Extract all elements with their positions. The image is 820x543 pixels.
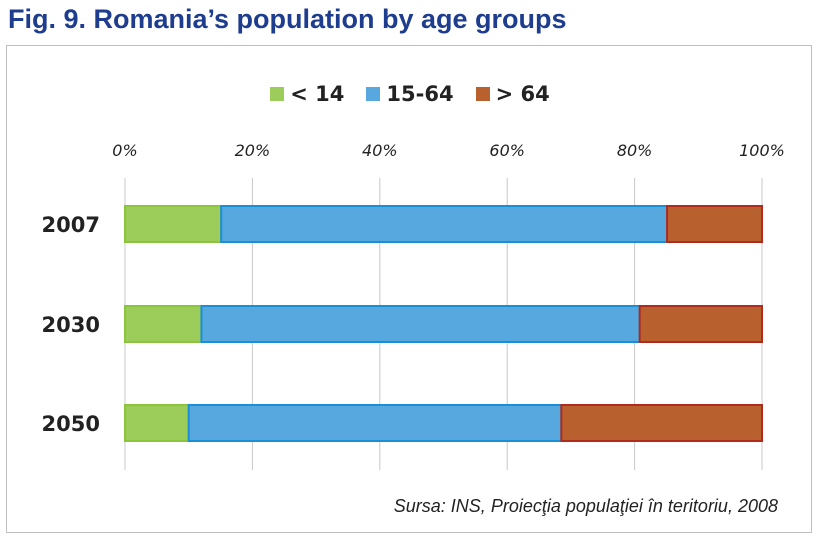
bar-segment bbox=[187, 404, 563, 442]
y-category-label: 2030 bbox=[42, 313, 100, 337]
legend-swatch bbox=[475, 87, 490, 101]
x-tick-label: 40% bbox=[362, 141, 398, 160]
x-tick-label: 100% bbox=[739, 141, 785, 160]
chart-title: Fig. 9. Romania’s population by age grou… bbox=[8, 4, 567, 34]
legend-label: < 14 bbox=[290, 82, 345, 106]
bar-segment bbox=[200, 305, 641, 343]
x-tick-label: 0% bbox=[112, 141, 137, 160]
legend-swatch bbox=[366, 87, 381, 101]
legend-item: 15-64 bbox=[366, 82, 454, 106]
bar-segment bbox=[124, 404, 190, 442]
x-tick-label: 80% bbox=[617, 141, 653, 160]
legend-label: > 64 bbox=[495, 82, 550, 106]
x-tick-label: 20% bbox=[235, 141, 271, 160]
bar-segment bbox=[220, 205, 669, 243]
bar-segment bbox=[124, 205, 223, 243]
chart-frame bbox=[6, 45, 812, 533]
bar-segment bbox=[124, 305, 203, 343]
y-category-label: 2007 bbox=[42, 213, 100, 237]
bar-segment bbox=[638, 305, 763, 343]
bar-segment bbox=[560, 404, 763, 442]
source-note: Sursa: INS, Proiecţia populaţiei în teri… bbox=[393, 496, 778, 516]
legend-swatch bbox=[270, 87, 285, 101]
legend-item: < 14 bbox=[270, 82, 344, 106]
y-category-label: 2050 bbox=[42, 412, 100, 436]
legend-label: 15-64 bbox=[386, 82, 454, 106]
legend: < 14 15-64 > 64 bbox=[0, 82, 820, 106]
x-tick-label: 60% bbox=[489, 141, 525, 160]
bar-segment bbox=[666, 205, 763, 243]
legend-item: > 64 bbox=[475, 82, 550, 106]
